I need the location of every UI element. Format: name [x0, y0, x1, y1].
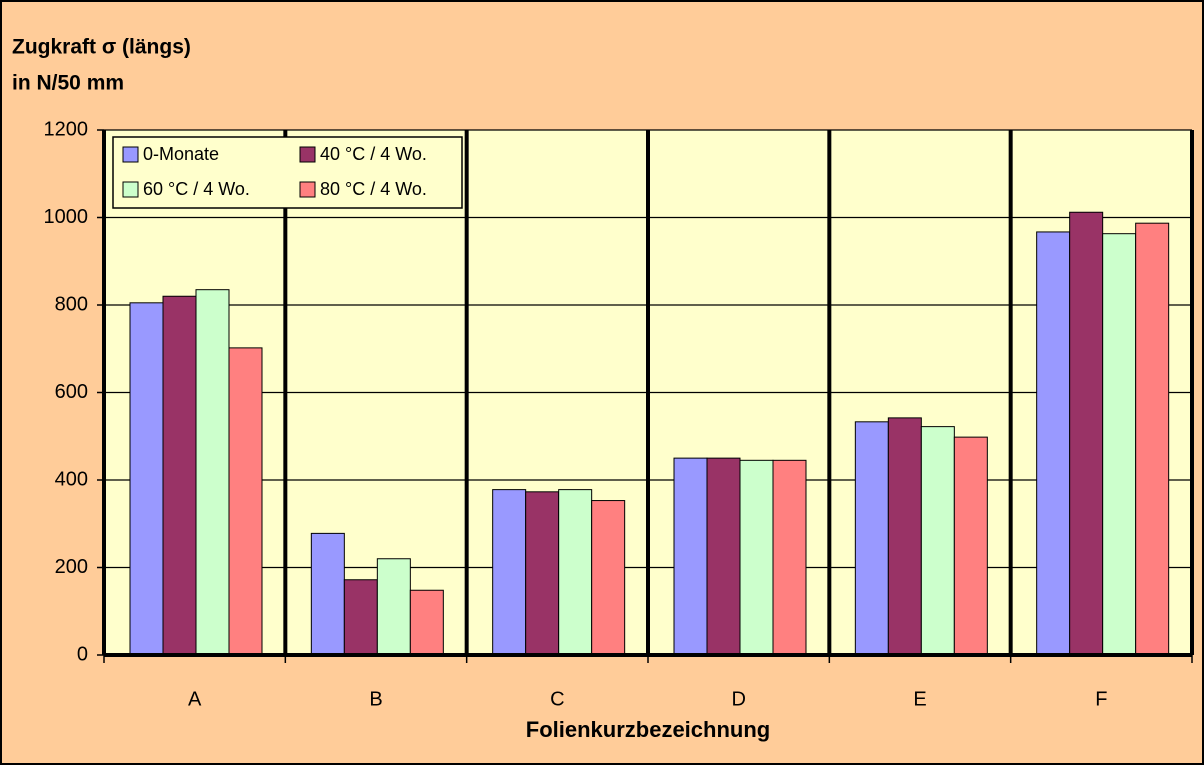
bar [953, 436, 988, 656]
bar [854, 421, 889, 656]
bar [1069, 211, 1104, 656]
bar [343, 579, 378, 656]
bar [739, 459, 774, 656]
bar [162, 295, 197, 656]
legend-label: 0-Monate [143, 144, 219, 164]
legend-swatch [299, 146, 316, 163]
bar [887, 417, 922, 656]
legend-label: 80 °C / 4 Wo. [320, 179, 427, 199]
bar [1102, 233, 1137, 656]
y-axis-label: Zugkraft σ (längs) [12, 36, 191, 59]
legend-swatch [122, 146, 139, 163]
bar [525, 491, 560, 656]
legend [112, 136, 463, 209]
x-tick-label: F [1095, 688, 1107, 710]
bar [409, 589, 444, 656]
y-tick-label: 1000 [44, 206, 89, 228]
legend-swatch [122, 181, 139, 198]
x-tick-label: A [188, 688, 202, 710]
bar [376, 558, 411, 656]
bar [1135, 222, 1170, 656]
x-tick-label: B [369, 688, 382, 710]
y-tick-label: 600 [55, 381, 88, 403]
bar [492, 489, 527, 656]
x-tick-label: D [731, 688, 745, 710]
x-tick-label: E [913, 688, 926, 710]
legend-label: 60 °C / 4 Wo. [143, 179, 250, 199]
y-tick-label: 1200 [44, 118, 89, 140]
y-tick-label: 800 [55, 293, 88, 315]
bar [558, 489, 593, 656]
bar [228, 347, 263, 656]
bar [310, 532, 345, 656]
bar [591, 500, 626, 656]
legend-swatch [299, 181, 316, 198]
bar [772, 459, 807, 656]
y-tick-label: 200 [55, 556, 88, 578]
y-tick-label: 0 [77, 643, 88, 665]
bar [920, 426, 955, 656]
x-axis-label: Folienkurzbezeichnung [526, 717, 770, 742]
bar [706, 457, 741, 656]
bar [129, 302, 164, 656]
y-axis-label: in N/50 mm [12, 72, 124, 95]
bar [1036, 231, 1071, 656]
bar [673, 457, 708, 656]
legend-label: 40 °C / 4 Wo. [320, 144, 427, 164]
x-tick-label: C [550, 688, 564, 710]
bar [195, 289, 230, 656]
y-tick-label: 400 [55, 468, 88, 490]
